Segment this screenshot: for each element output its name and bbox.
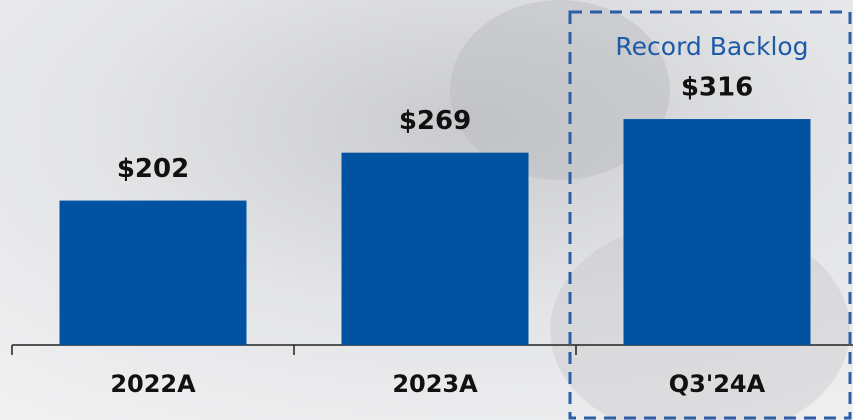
chart: Record Backlog $202 2022A $269 2023A $316 Q3'… xyxy=(0,0,853,420)
x-tick-label: 2022A xyxy=(110,370,196,398)
value-label: $269 xyxy=(399,106,471,136)
value-label: $316 xyxy=(681,73,753,103)
bar xyxy=(60,201,247,345)
x-tick-label: 2023A xyxy=(392,370,478,398)
value-label: $202 xyxy=(117,154,189,184)
bar xyxy=(624,119,811,345)
bar xyxy=(342,153,529,345)
annotation: Record Backlog xyxy=(615,32,808,61)
x-tick-label: Q3'24A xyxy=(669,370,766,398)
